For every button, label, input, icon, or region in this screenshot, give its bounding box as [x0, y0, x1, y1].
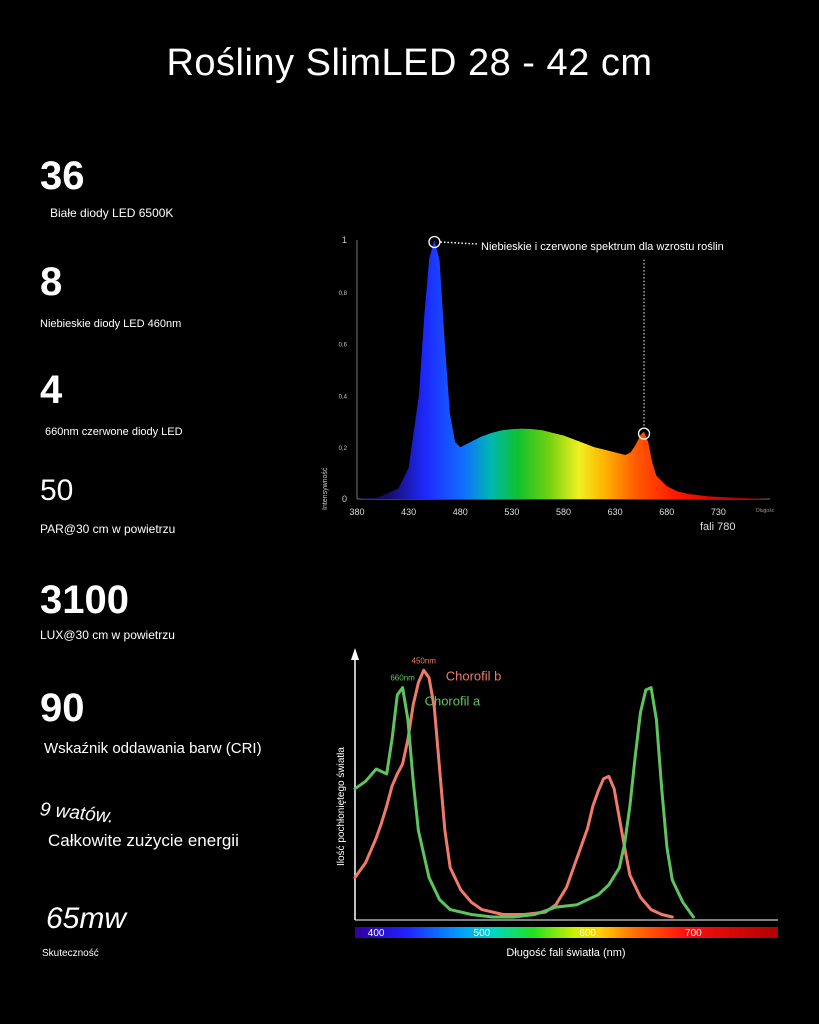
stat-value: 3100 — [40, 578, 129, 622]
y-axis-label: Ilość pochłoniętego światła — [336, 747, 347, 866]
page-title: Rośliny SlimLED 28 - 42 cm — [166, 42, 653, 84]
stat-label: LUX@30 cm w powietrzu — [40, 628, 175, 642]
y-tick-label: 0,8 — [339, 291, 348, 297]
peak-marker — [428, 235, 441, 249]
x-tick-label: 730 — [711, 507, 726, 517]
y-axis-arrow-icon — [351, 648, 359, 660]
x-tick-label: 430 — [401, 507, 416, 517]
stat-label: Wskaźnik oddawania barw (CRI) — [44, 740, 262, 757]
x-tick-label: 380 — [349, 507, 364, 517]
stat-label: PAR@30 cm w powietrzu — [40, 522, 176, 536]
x-tick-label: 580 — [556, 507, 571, 517]
x-tick-label: 400 — [368, 928, 385, 939]
chlorophyll-b-line — [353, 668, 674, 919]
absorption-chart: 400 500 600 700 450nm Chorofil b 660nm Chorofi… — [336, 648, 778, 959]
series-name-label: Chorofil b — [446, 668, 502, 683]
x-axis-label: Długość fali światła (nm) — [506, 947, 625, 959]
peak-label: 660nm — [390, 674, 415, 683]
stat-label: Niebieskie diody LED 460nm — [40, 318, 182, 330]
stat-red-leds: 4 660nm czerwone diody LED — [40, 370, 183, 438]
y-axis-label: Intensywność — [322, 467, 329, 510]
stat-value: 50 — [40, 474, 74, 507]
x-tick-label: 500 — [474, 928, 491, 939]
x-tick-label: 630 — [608, 507, 623, 517]
stat-par: 50 PAR@30 cm w powietrzu — [40, 474, 176, 537]
stat-efficacy: 65mw Skuteczność — [42, 902, 127, 960]
series-name-label: Chorofil a — [425, 694, 481, 709]
spectrum-annotation: Niebieskie i czerwone spektrum dla wzros… — [481, 241, 724, 253]
x-axis-label-tail: fali 780 — [700, 521, 735, 533]
peak-marker — [637, 427, 651, 440]
stat-label: Całkowite zużycie energii — [48, 831, 239, 850]
stat-cri: 90 Wskaźnik oddawania barw (CRI) — [40, 688, 262, 757]
stat-white-leds: 36 Białe diody LED 6500K — [40, 156, 173, 220]
stat-label: Skuteczność — [42, 948, 99, 959]
stat-blue-leds: 8 Niebieskie diody LED 460nm — [40, 262, 181, 330]
x-tick-label: 680 — [659, 507, 674, 517]
spectrum-chart: 00,20,40,60,81 380 430 480 530 580 630 680 730 … — [322, 235, 775, 533]
x-tick-label: 480 — [453, 507, 468, 517]
spectrum-area — [357, 240, 770, 499]
stat-label: Białe diody LED 6500K — [50, 206, 174, 220]
chlorophyll-a-line — [353, 686, 695, 919]
stat-value: 90 — [40, 686, 85, 730]
x-tick-label: 700 — [685, 928, 702, 939]
y-tick-label: 0 — [342, 494, 347, 504]
stat-value: 36 — [40, 154, 85, 198]
x-axis-label-small: Długość — [756, 508, 775, 514]
peak-label: 450nm — [412, 656, 437, 665]
stat-power: 9 watów. Całkowite zużycie energii — [39, 799, 239, 851]
x-tick-label: 530 — [504, 507, 519, 517]
y-tick-label: 0,4 — [339, 394, 348, 400]
y-tick-label: 1 — [342, 235, 347, 245]
wavelength-color-bar — [355, 927, 778, 938]
stat-label: 660nm czerwone diody LED — [45, 426, 183, 438]
y-tick-label: 0,6 — [339, 343, 348, 349]
stat-lux: 3100 LUX@30 cm w powietrzu — [40, 580, 175, 642]
y-tick-label: 0,2 — [339, 446, 348, 452]
stat-value: 8 — [40, 260, 63, 304]
annotation-leader — [440, 241, 478, 245]
stat-value: 4 — [40, 368, 63, 412]
stat-value: 65mw — [46, 902, 127, 935]
x-tick-label: 600 — [579, 928, 596, 939]
